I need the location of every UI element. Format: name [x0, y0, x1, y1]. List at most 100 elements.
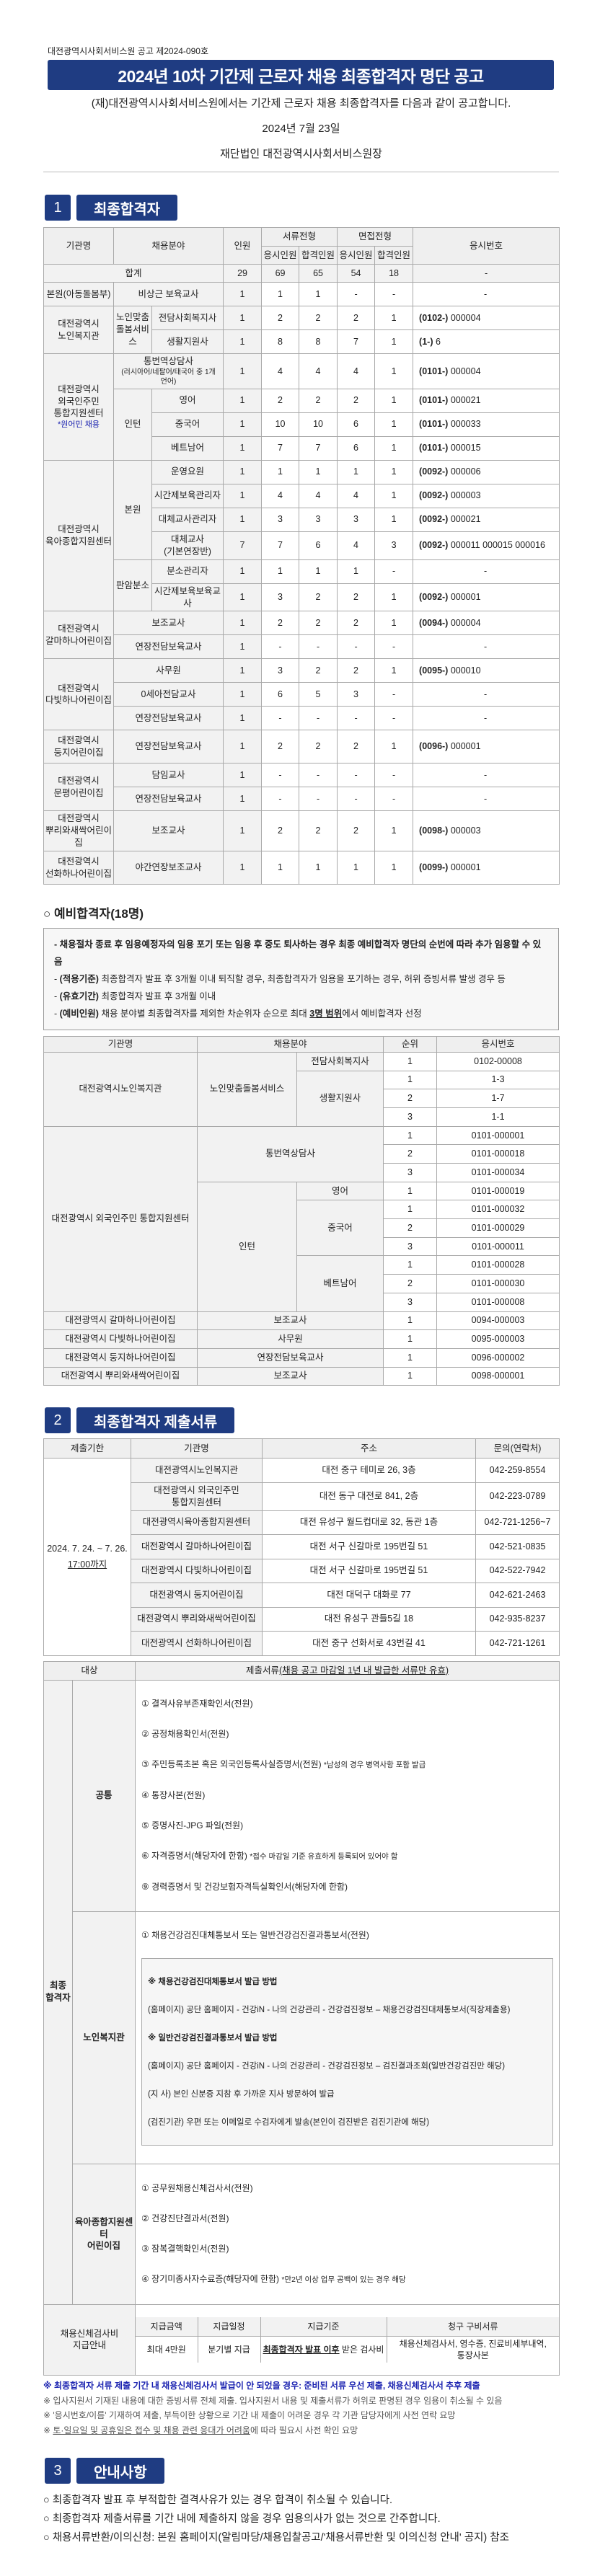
org-name: 대전광역시 뿌리와새싹어린이집 — [43, 810, 114, 851]
field-name: 생활지원사 — [151, 329, 224, 354]
number-cell: - — [299, 706, 338, 731]
field-group: 통번역상담사 — [196, 1125, 384, 1182]
field-name: 분소관리자 — [151, 559, 224, 584]
doc-item: ⑥ 자격증명서(해당자에 한함) *접수 마감일 기준 유효하게 등록되어 있어… — [141, 1850, 398, 1861]
number-cell: - — [261, 634, 300, 660]
number-cell: 2 — [261, 611, 300, 636]
number-cell: - — [374, 634, 414, 660]
number-cell: 2 — [299, 658, 338, 683]
rank: 1 — [383, 1329, 438, 1349]
table-row: 2 0101-000030 — [44, 1274, 560, 1293]
number-cell: 1 — [374, 329, 414, 354]
number-cell: 2 — [261, 388, 300, 413]
number-cell: 3 — [261, 507, 300, 532]
exam-number: - — [413, 282, 560, 306]
table-row: 대전광역시 뿌리와새싹어린이집 보조교사 1 2 2 2 1 (0098-) 000003 — [43, 810, 560, 851]
guidance-notes: ○ 최종합격자 발표 후 부적합한 결격사유가 있는 경우 합격이 취소될 수 … — [43, 2491, 559, 2547]
number-cell: 2 — [299, 583, 338, 612]
field-name: 대체교사(기본연장반) — [151, 531, 224, 560]
submission-table: 제출기한 기관명 주소 문의(연락처) 2024. 7. 24. ~ 7. 26… — [43, 1438, 560, 1656]
number-cell: - — [337, 763, 376, 788]
exam-number: 0101-000032 — [436, 1200, 560, 1220]
number-cell: 2 — [299, 611, 338, 636]
number-cell: 10 — [261, 412, 300, 437]
table-row: 3 0101-000034 — [44, 1163, 560, 1182]
reserve-heading: ○ 예비합격자(18명) — [43, 906, 559, 922]
total-value: 65 — [299, 264, 338, 283]
header-org: 기관명 — [43, 227, 114, 265]
doc-item: ⑤ 증명사진-JPG 파일(전원) — [141, 1820, 244, 1831]
reserve-note: - 채용절차 종료 후 임용예정자의 임용 포기 또는 임용 후 중도 퇴사하는… — [54, 939, 542, 967]
exam-number: - — [413, 682, 560, 707]
field-group: 보조교사 — [196, 1311, 384, 1331]
contact: 042-521-0835 — [475, 1534, 560, 1559]
header-doc-apply: 응시인원 — [261, 246, 300, 265]
contact: 042-935-8237 — [475, 1606, 560, 1632]
header-field: 채용분야 — [113, 227, 224, 265]
org-name: 본원(아동돌봄부) — [43, 282, 114, 306]
number-cell: 4 — [261, 353, 300, 389]
note: ※ 최종합격자 서류 제출 기간 내 채용신체검사서 발급이 안 되었을 경우:… — [43, 2381, 480, 2391]
table-row: 대전광역시육아종합지원센터 대전 유성구 월드컵대로 32, 동관 1층 042-7… — [44, 1510, 560, 1535]
number-cell: 1 — [374, 306, 414, 330]
field-name: 담임교사 — [113, 763, 224, 788]
org-note: *원어민 채용 — [58, 420, 100, 430]
documents-table: 대상 제출서류(채용 공고 마감일 1년 내 발급한 서류만 유효) 최종 합격… — [43, 1660, 560, 2376]
doc-item: ① 채용건강검진대체통보서 또는 일반건강검진결과통보서(전원) — [141, 1930, 369, 1941]
note: ※ 토·일요일 및 공휴일은 접수 및 채용 관련 응대가 어려움에 따라 필요… — [43, 2425, 358, 2435]
org-name: 대전광역시 뿌리와새싹어린이집 — [43, 1366, 198, 1386]
doc-item: ④ 통장사본(전원) — [141, 1790, 206, 1800]
table-row: 대전광역시 노인복지관 노인맞춤 돌봄서비스 전담사회복지사 1 2 2 2 1 (0102-)… — [43, 306, 560, 354]
exam-number: - — [413, 559, 560, 584]
org-name-text: 대전광역시 뿌리와새싹어린이집 — [45, 813, 113, 849]
notice-number: 대전광역시사회서비스원 공고 제2024-090호 — [48, 46, 208, 56]
exam-number: - — [413, 634, 560, 660]
rank: 1 — [383, 1347, 438, 1368]
exam-number: 0102-00008 — [436, 1051, 560, 1071]
field-name: 연장전담보육교사 — [113, 634, 224, 660]
address: 대전 대덕구 대화로 77 — [262, 1583, 476, 1608]
count-cell: 1 — [223, 611, 263, 636]
exam-number: (0092-) 000003 — [413, 483, 560, 508]
count-cell: 1 — [223, 353, 263, 389]
exam-number: 0101-000019 — [436, 1181, 560, 1201]
table-row: 대전광역시노인복지관 노인맞춤돌봄서비스 전담사회복지사 1 0102-00008 — [43, 1051, 560, 1127]
field-name: 연장전담보육교사 — [113, 706, 224, 731]
number-cell: - — [374, 787, 414, 812]
table-row: 대전광역시 외국인주민 통합지원센터 *원어민 채용 통번역상담사 (러시아어/네팔어… — [43, 353, 560, 461]
guidance-item: ○ 최종합격자 발표 후 부적합한 결격사유가 있는 경우 합격이 취소될 수 … — [43, 2495, 392, 2507]
number-cell: 1 — [299, 282, 338, 306]
rank: 2 — [383, 1218, 438, 1238]
field-name: 야간연장보조교사 — [113, 851, 224, 885]
org-name: 대전광역시 외국인주민 통합지원센터 *원어민 채용 — [43, 353, 114, 461]
guidance-item: ○ 채용서류반환/이의신청: 본원 홈페이지(알림마당/채용입찰공고/'채용서류… — [43, 2532, 509, 2544]
header-field: 채용분야 — [196, 1036, 384, 1053]
number-cell: - — [261, 787, 300, 812]
fee-header: 청구 구비서류 — [386, 2316, 560, 2337]
number-cell: 4 — [299, 483, 338, 508]
number-cell: 3 — [299, 507, 338, 532]
contact: 042-621-2463 — [475, 1583, 560, 1608]
fee-header: 지급일정 — [197, 2316, 261, 2337]
org-name: 대전광역시 둥지하나어린이집 — [43, 1347, 198, 1368]
table-row: 대체교사(기본연장반) 7 7 6 4 3 (0092-) 000011 000015 00… — [44, 531, 560, 560]
org-name: 대전광역시 외국인주민 통합지원센터 — [43, 1125, 198, 1312]
count-cell: 1 — [223, 763, 263, 788]
number-cell: 1 — [299, 559, 338, 584]
table-row: 생활지원사 1 8 8 7 1 (1-) 6 — [44, 329, 560, 354]
total-exam: - — [413, 264, 560, 283]
section-number: 2 — [45, 1407, 71, 1434]
table-row: 대전광역시 둥지어린이집 대전 대덕구 대화로 77 042-621-2463 — [44, 1583, 560, 1608]
table-row: 대전광역시 육아종합지원센터 본원 운영요원 1 1 1 1 1 (0092-) 000006 — [43, 459, 560, 612]
number-cell: 6 — [261, 682, 300, 707]
header-doc-pass: 합격인원 — [299, 246, 338, 265]
number-cell: 1 — [337, 559, 376, 584]
exam-number: (0098-) 000003 — [413, 810, 560, 851]
field-name: 보조교사 — [113, 611, 224, 636]
org-name: 대전광역시노인복지관 — [131, 1458, 263, 1483]
number-cell: 6 — [337, 412, 376, 437]
number-cell: - — [261, 763, 300, 788]
count-cell: 1 — [223, 787, 263, 812]
rank: 2 — [383, 1144, 438, 1164]
section-title: 안내사항 — [76, 2458, 164, 2484]
